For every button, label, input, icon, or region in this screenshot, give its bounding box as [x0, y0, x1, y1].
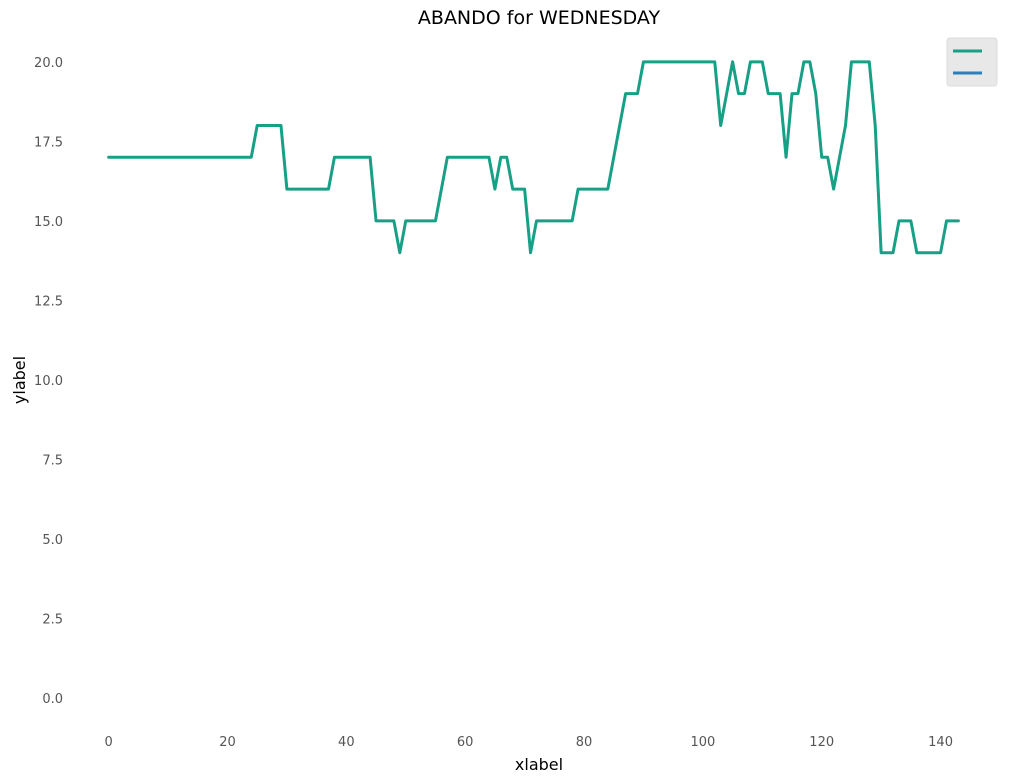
- y-tick-label: 7.5: [42, 454, 63, 469]
- y-tick-label: 5.0: [42, 533, 63, 548]
- x-tick-label: 0: [104, 735, 112, 750]
- x-tick-label: 60: [457, 735, 474, 750]
- y-tick-label: 2.5: [42, 613, 63, 628]
- y-tick-label: 17.5: [34, 135, 63, 150]
- y-tick-label: 12.5: [34, 294, 63, 309]
- y-tick-label: 15.0: [34, 215, 63, 230]
- y-tick-label: 10.0: [34, 374, 63, 389]
- y-axis-title: ylabel: [10, 356, 29, 404]
- y-tick-label: 0.0: [42, 692, 63, 707]
- x-tick-label: 120: [809, 735, 834, 750]
- x-tick-label: 40: [338, 735, 355, 750]
- x-tick-label: 80: [576, 735, 593, 750]
- x-tick-label: 100: [690, 735, 715, 750]
- legend: [946, 37, 998, 87]
- y-axis-ticks: 0.0 2.5 5.0 7.5 10.0 12.5 15.0 17.5 20.0: [34, 56, 63, 707]
- x-tick-label: 20: [219, 735, 236, 750]
- chart-title: ABANDO for WEDNESDAY: [418, 7, 661, 29]
- series-line-1: [107, 60, 960, 255]
- y-tick-label: 20.0: [34, 56, 63, 71]
- series-layer: [107, 60, 960, 255]
- x-tick-label: 140: [928, 735, 953, 750]
- legend-entries: [953, 49, 982, 75]
- x-axis-ticks: 0 20 40 60 80 100 120 140: [104, 735, 953, 750]
- legend-box: [946, 37, 998, 87]
- x-axis-title: xlabel: [515, 755, 563, 774]
